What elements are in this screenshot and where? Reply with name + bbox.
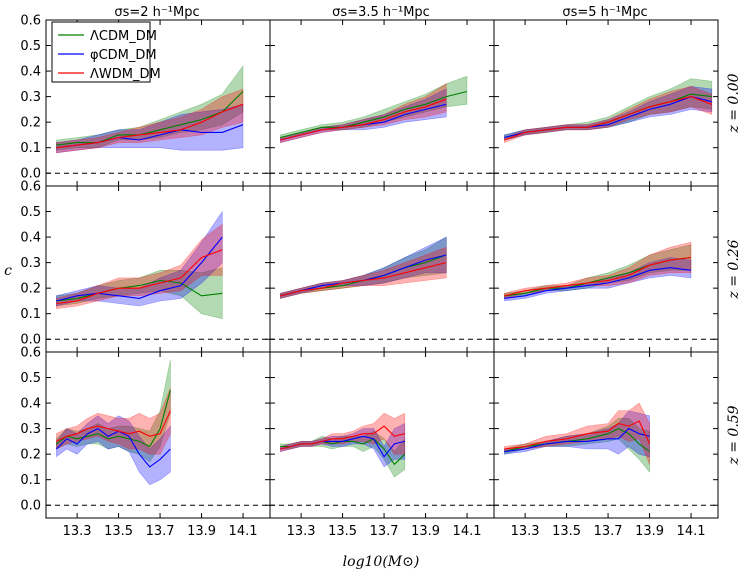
ytick-label-r0c0-5: 0.5 [20,39,41,54]
band-lwdm-r0c0 [56,88,244,154]
line-phicdm-r2c2 [504,427,650,453]
panel-frame-r1c0 [45,185,271,353]
ytick-label-r2c0-3: 0.3 [20,422,41,437]
line-lwdm-r2c1 [280,425,405,450]
ytick-label-r2c0-5: 0.5 [20,371,41,386]
band-lcdm-r1c1 [280,236,447,299]
ytick-label-r0c0-0: 0.0 [20,167,41,182]
line-lwdm-r2c0 [56,410,171,442]
xtick-label-r2c2-0: 13.3 [511,524,540,539]
line-lcdm-r0c0 [56,91,244,146]
line-lcdm-r1c0 [56,279,223,302]
row-title-1: z = 0.26 [726,239,742,299]
band-lcdm-r0c0 [56,65,244,151]
column-title-1: σs=3.5 h⁻¹Mpc [332,5,430,20]
ytick-label-r1c0-4: 0.4 [20,231,41,246]
xtick-label-r2c0-2: 13.7 [146,524,175,539]
ytick-label-r1c0-3: 0.3 [20,256,41,271]
series-lines [56,90,712,468]
legend: ΛCDM_DM φCDM_DM ΛWDM_DM [51,21,161,83]
xtick-label-r2c1-4: 14.1 [453,524,482,539]
line-phicdm-r2c0 [56,427,171,468]
ytick-label-r2c0-1: 0.1 [20,473,41,488]
band-lcdm-r0c2 [504,78,713,141]
xtick-label-r2c0-0: 13.3 [63,524,92,539]
ytick-label-r1c0-5: 0.5 [20,205,41,220]
band-lwdm-r2c2 [504,402,650,465]
ytick-label-r0c0-2: 0.2 [20,116,41,131]
xtick-label-r2c1-0: 13.3 [287,524,316,539]
xtick-label-r2c1-3: 13.9 [411,524,440,539]
legend-label-phicdm: φCDM_DM [90,48,157,63]
xtick-label-r2c2-4: 14.1 [677,524,706,539]
line-phicdm-r1c2 [504,267,692,299]
row-title-2: z = 0.59 [726,405,742,465]
band-lcdm-r2c1 [280,430,406,478]
panel-frames [45,19,719,519]
line-lcdm-r0c1 [280,90,468,139]
line-lcdm-r2c0 [56,390,171,448]
ytick-label-r0c0-3: 0.3 [20,90,41,105]
line-lwdm-r1c2 [504,256,692,297]
xtick-label-r2c0-4: 14.1 [229,524,258,539]
band-phicdm-r0c2 [504,86,713,141]
xtick-label-r2c0-3: 13.9 [187,524,216,539]
line-lcdm-r2c2 [504,427,650,453]
line-lwdm-r0c2 [504,96,712,141]
xtick-label-r2c0-1: 13.5 [104,524,133,539]
xtick-label-r2c2-3: 13.9 [635,524,664,539]
band-lcdm-r1c0 [56,267,223,320]
line-lwdm-r0c0 [56,103,244,149]
line-lwdm-r2c2 [504,420,651,450]
band-phicdm-r2c0 [56,415,171,486]
column-title-2: σs=5 h⁻¹Mpc [562,5,647,20]
ytick-label-r1c0-1: 0.1 [20,307,41,322]
line-lwdm-r1c0 [56,249,223,305]
legend-label-lcdm: ΛCDM_DM [90,29,157,44]
band-phicdm-r2c1 [280,423,406,468]
xtick-label-r2c2-1: 13.5 [552,524,581,539]
x-axis-label: log10(M⊙) [343,554,420,570]
ytick-label-r0c0-6: 0.6 [20,14,41,29]
band-lcdm-r2c2 [504,418,650,473]
ytick-label-r1c0-6: 0.6 [20,180,41,195]
ytick-label-r2c0-6: 0.6 [20,346,41,361]
y-axis-label: c [4,263,12,279]
band-phicdm-r0c1 [280,88,447,143]
ytick-label-r1c0-0: 0.0 [20,333,41,348]
panel-frame-r2c2 [493,351,719,519]
ytick-label-r0c0-1: 0.1 [20,141,41,156]
column-title-0: σs=2 h⁻¹Mpc [114,5,199,20]
row-title-0: z = 0.00 [726,73,742,133]
band-lwdm-r2c0 [56,387,171,455]
ytick-label-r2c0-0: 0.0 [20,499,41,514]
xtick-label-r2c1-1: 13.5 [328,524,357,539]
ytick-label-r1c0-2: 0.2 [20,282,41,297]
band-lwdm-r0c1 [280,83,447,143]
band-lwdm-r1c0 [56,223,223,309]
ytick-label-r2c0-2: 0.2 [20,448,41,463]
ytick-label-r0c0-4: 0.4 [20,65,41,80]
legend-frame [51,21,151,83]
line-lwdm-r0c1 [280,98,447,141]
band-lwdm-r0c2 [504,86,713,144]
axis-ticks: 0.00.10.20.30.40.50.60.00.10.20.30.40.50… [20,14,718,539]
xtick-label-r2c2-2: 13.7 [594,524,623,539]
ytick-label-r2c0-4: 0.4 [20,397,41,412]
legend-label-lwdm: ΛWDM_DM [90,67,161,82]
line-phicdm-r1c0 [56,236,223,302]
line-lwdm-r1c1 [280,262,447,297]
xtick-label-r2c1-2: 13.7 [370,524,399,539]
